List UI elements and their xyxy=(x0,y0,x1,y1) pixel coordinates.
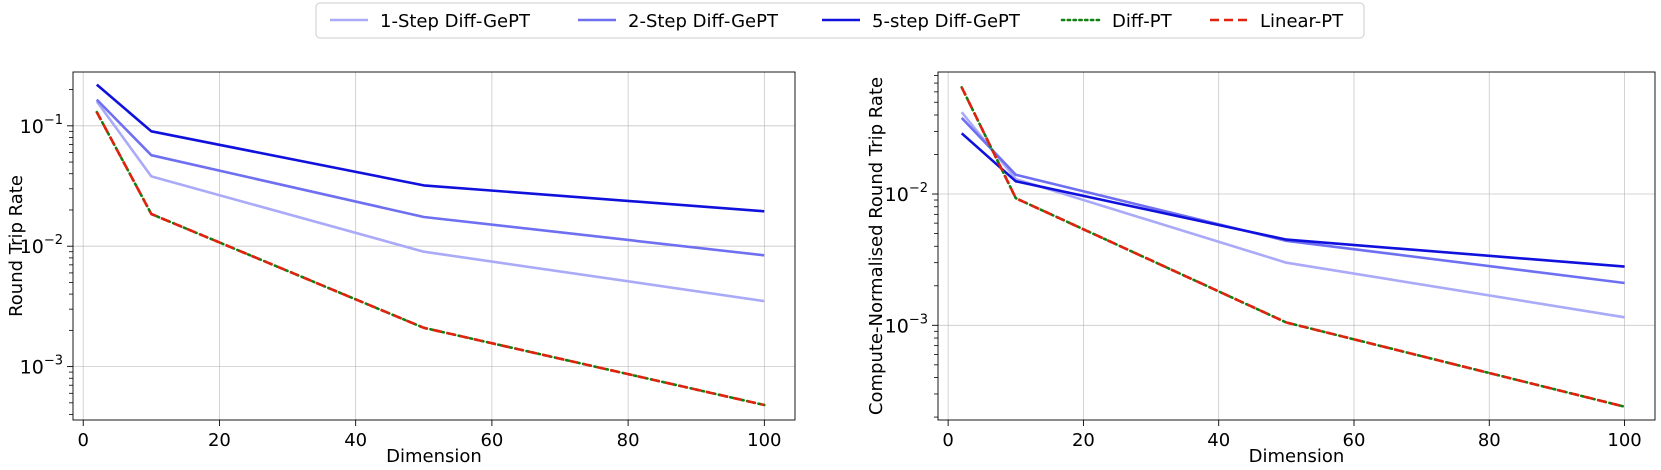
series-line-linear-pt xyxy=(95,111,765,407)
x-axis-label: Dimension xyxy=(1249,446,1345,467)
legend: 1-Step Diff-GePT 2-Step Diff-GePT 5-step D… xyxy=(315,2,1365,39)
x-tick-label: 40 xyxy=(1207,430,1230,451)
series-line-5-step-diff-gept xyxy=(960,132,1625,268)
y-tick-label: 10−2 xyxy=(20,233,63,258)
y-tick-label: 10−3 xyxy=(20,354,63,379)
series-line-2-step-diff-gept xyxy=(95,98,765,257)
legend-label-5-step-diff-gept: 5-step Diff-GePT xyxy=(872,11,1021,32)
legend-label-diff-pt: Diff-PT xyxy=(1112,11,1173,32)
series-line-linear-pt xyxy=(960,86,1625,408)
plot-frame xyxy=(937,71,1656,421)
x-tick-label: 0 xyxy=(77,430,88,451)
x-tick-label: 0 xyxy=(942,430,953,451)
x-tick-label: 80 xyxy=(617,430,640,451)
x-tick-label: 80 xyxy=(1478,430,1501,451)
legend-label-2-step-diff-gept: 2-Step Diff-GePT xyxy=(628,11,779,32)
series-line-2-step-diff-gept xyxy=(960,117,1625,285)
series-line-5-step-diff-gept xyxy=(95,83,765,213)
x-tick-label: 40 xyxy=(344,430,367,451)
y-tick-label: 10−1 xyxy=(20,113,63,138)
legend-label-1-step-diff-gept: 1-Step Diff-GePT xyxy=(380,11,531,32)
y-tick-label: 10−2 xyxy=(885,181,928,206)
x-axis-label: Dimension xyxy=(386,446,482,467)
chart-round-trip-rate: 0 20 40 60 80 100 10−3 10−2 10−1 Dimension Round T… xyxy=(6,71,796,467)
x-tick-label: 100 xyxy=(1607,430,1641,451)
y-tick-label: 10−3 xyxy=(885,312,928,337)
x-tick-label: 100 xyxy=(747,430,781,451)
x-tick-label: 60 xyxy=(1343,430,1366,451)
chart-compute-normalised-round-trip-rate: 0 20 40 60 80 100 10−3 10−2 Dimension Compute-Nor… xyxy=(866,71,1656,467)
series-line-1-step-diff-gept xyxy=(95,100,765,303)
legend-label-linear-pt: Linear-PT xyxy=(1260,11,1344,32)
x-tick-label: 60 xyxy=(480,430,503,451)
x-tick-label: 20 xyxy=(208,430,231,451)
x-tick-label: 20 xyxy=(1072,430,1095,451)
y-axis-label: Round Trip Rate xyxy=(6,175,27,317)
y-axis-label: Compute-Normalised Round Trip Rate xyxy=(866,77,887,415)
